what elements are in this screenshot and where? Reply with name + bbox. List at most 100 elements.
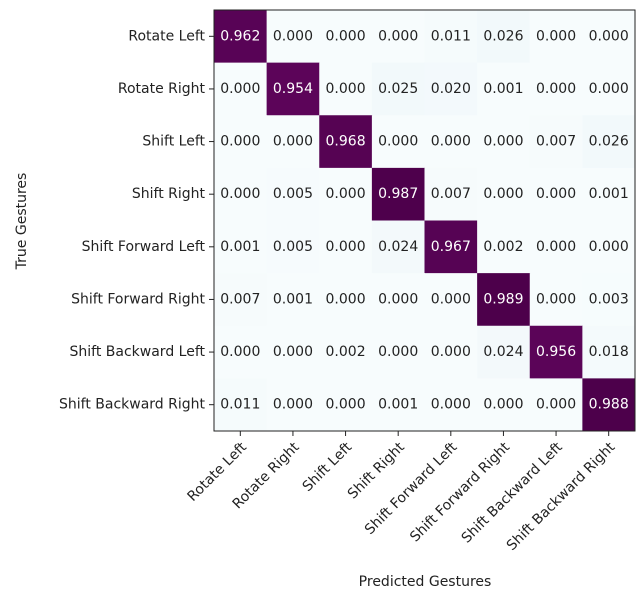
cell-label: 0.000 bbox=[273, 134, 313, 150]
heatmap-cell bbox=[371, 115, 425, 169]
heatmap-cell bbox=[266, 62, 320, 116]
heatmap-cell bbox=[582, 115, 636, 169]
cell-label: 0.000 bbox=[273, 397, 313, 413]
heatmap-cell bbox=[214, 325, 268, 379]
cell-label: 0.000 bbox=[326, 186, 366, 202]
heatmap-cell bbox=[214, 115, 268, 169]
heatmap-cell bbox=[266, 10, 320, 64]
heatmap-cell bbox=[266, 115, 320, 169]
cell-label: 0.954 bbox=[273, 81, 313, 97]
heatmap-cell bbox=[529, 115, 583, 169]
cell-label: 0.001 bbox=[378, 397, 418, 413]
cell-label: 0.000 bbox=[589, 81, 629, 97]
heatmap-cell bbox=[529, 273, 583, 327]
heatmap-cell bbox=[582, 378, 636, 432]
heatmap-cell bbox=[477, 10, 531, 64]
heatmap-cell bbox=[529, 220, 583, 274]
heatmap-cell bbox=[477, 378, 531, 432]
cell-label: 0.000 bbox=[378, 134, 418, 150]
cell-label: 0.000 bbox=[326, 239, 366, 255]
cell-label: 0.000 bbox=[220, 344, 260, 360]
heatmap-cell bbox=[582, 167, 636, 221]
heatmap-cell bbox=[529, 10, 583, 64]
heatmap-cell bbox=[371, 378, 425, 432]
plot-frame bbox=[213, 9, 636, 432]
heatmap-cell bbox=[266, 378, 320, 432]
heatmap-cell bbox=[266, 273, 320, 327]
cell-label: 0.000 bbox=[431, 397, 471, 413]
cell-label: 0.967 bbox=[431, 239, 471, 255]
heatmap-cell bbox=[529, 167, 583, 221]
cell-label: 0.001 bbox=[273, 291, 313, 307]
heatmap-cell bbox=[214, 62, 268, 116]
cell-label: 0.968 bbox=[326, 134, 366, 150]
cell-label: 0.000 bbox=[326, 81, 366, 97]
cell-label: 0.007 bbox=[536, 134, 576, 150]
cell-label: 0.025 bbox=[378, 81, 418, 97]
cell-label: 0.026 bbox=[589, 134, 629, 150]
x-tick-label: Shift Backward Right bbox=[504, 439, 619, 554]
heatmap-cell bbox=[371, 220, 425, 274]
cell-label: 0.000 bbox=[273, 344, 313, 360]
y-tick-label: Shift Backward Left bbox=[70, 344, 206, 360]
heatmap-cell bbox=[319, 273, 373, 327]
cell-label: 0.000 bbox=[273, 28, 313, 44]
cell-label: 0.000 bbox=[536, 81, 576, 97]
cell-label: 0.024 bbox=[483, 344, 523, 360]
heatmap-cell bbox=[582, 325, 636, 379]
heatmap-cell bbox=[214, 220, 268, 274]
cell-label: 0.000 bbox=[536, 397, 576, 413]
cell-label: 0.000 bbox=[378, 28, 418, 44]
y-tick-label: Shift Left bbox=[142, 134, 205, 150]
heatmap-cell bbox=[214, 10, 268, 64]
heatmap-cell bbox=[319, 115, 373, 169]
cell-label: 0.001 bbox=[483, 81, 523, 97]
heatmap-cell bbox=[477, 62, 531, 116]
cell-label: 0.026 bbox=[483, 28, 523, 44]
cell-label: 0.000 bbox=[536, 28, 576, 44]
y-tick-label: Rotate Left bbox=[128, 28, 205, 44]
x-tick-label: Shift Left bbox=[300, 439, 356, 495]
heatmap-cell bbox=[319, 378, 373, 432]
heatmap-cell bbox=[319, 62, 373, 116]
heatmap-cell bbox=[371, 62, 425, 116]
cell-label: 0.001 bbox=[220, 239, 260, 255]
cell-label: 0.000 bbox=[431, 344, 471, 360]
heatmap-cell bbox=[266, 167, 320, 221]
heatmap-cell bbox=[319, 167, 373, 221]
cell-label: 0.011 bbox=[431, 28, 471, 44]
cell-label: 0.000 bbox=[483, 134, 523, 150]
y-tick-label: Rotate Right bbox=[118, 81, 206, 97]
heatmap-cell bbox=[371, 273, 425, 327]
heatmap-cell bbox=[214, 378, 268, 432]
cell-label: 0.002 bbox=[483, 239, 523, 255]
cell-label: 0.000 bbox=[483, 397, 523, 413]
cell-label: 0.000 bbox=[589, 28, 629, 44]
cell-label: 0.007 bbox=[220, 291, 260, 307]
heatmap-cell bbox=[582, 273, 636, 327]
cell-label: 0.002 bbox=[326, 344, 366, 360]
heatmap-cell bbox=[424, 378, 478, 432]
y-tick-label: Shift Forward Left bbox=[82, 239, 206, 255]
cell-label: 0.000 bbox=[431, 134, 471, 150]
cell-label: 0.020 bbox=[431, 81, 471, 97]
heatmap-cell bbox=[266, 220, 320, 274]
heatmap-cell bbox=[371, 325, 425, 379]
cell-label: 0.018 bbox=[589, 344, 629, 360]
heatmap-cell bbox=[477, 273, 531, 327]
cell-label: 0.956 bbox=[536, 344, 576, 360]
cell-label: 0.011 bbox=[220, 397, 260, 413]
cell-label: 0.987 bbox=[378, 186, 418, 202]
y-tick-label: Shift Right bbox=[132, 186, 206, 202]
x-tick-label: Shift Forward Right bbox=[407, 439, 513, 545]
cell-label: 0.000 bbox=[220, 186, 260, 202]
cell-label: 0.000 bbox=[326, 291, 366, 307]
x-axis-label: Predicted Gestures bbox=[359, 574, 492, 590]
heatmap-cell bbox=[529, 325, 583, 379]
heatmap-cell bbox=[424, 115, 478, 169]
cell-label: 0.962 bbox=[220, 28, 260, 44]
heatmap-cell bbox=[319, 10, 373, 64]
heatmap-cell bbox=[477, 220, 531, 274]
cell-label: 0.005 bbox=[273, 239, 313, 255]
y-tick-label: Shift Backward Right bbox=[59, 397, 206, 413]
